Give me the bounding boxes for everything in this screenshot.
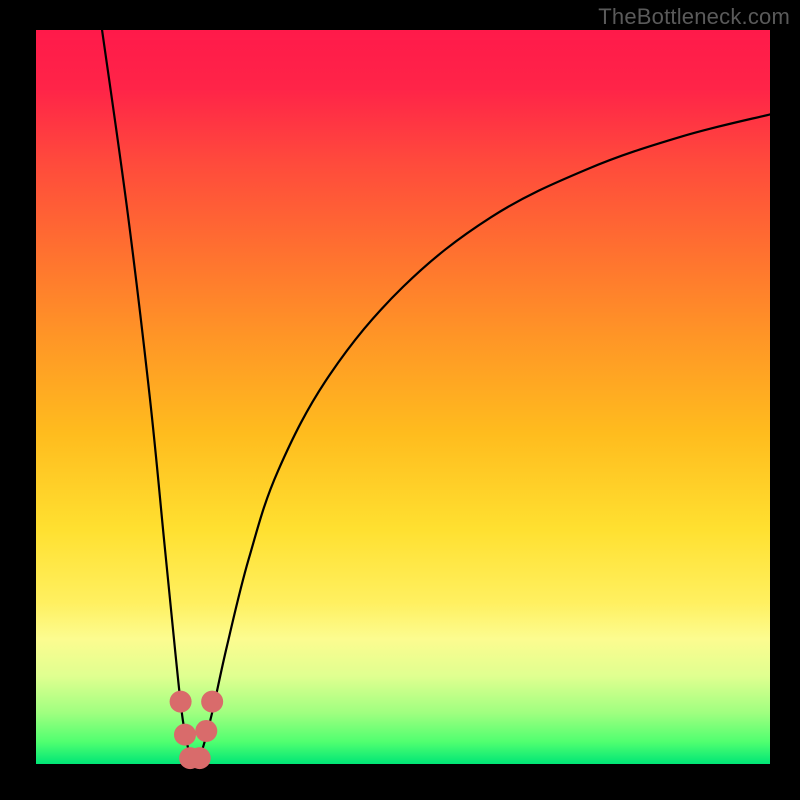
marker-point	[195, 720, 217, 742]
plot-background	[36, 30, 770, 764]
marker-point	[174, 724, 196, 746]
chart-container: TheBottleneck.com	[0, 0, 800, 800]
marker-point	[189, 747, 211, 769]
marker-point	[201, 691, 223, 713]
marker-point	[170, 691, 192, 713]
bottleneck-chart	[0, 0, 800, 800]
watermark-text: TheBottleneck.com	[598, 4, 790, 30]
